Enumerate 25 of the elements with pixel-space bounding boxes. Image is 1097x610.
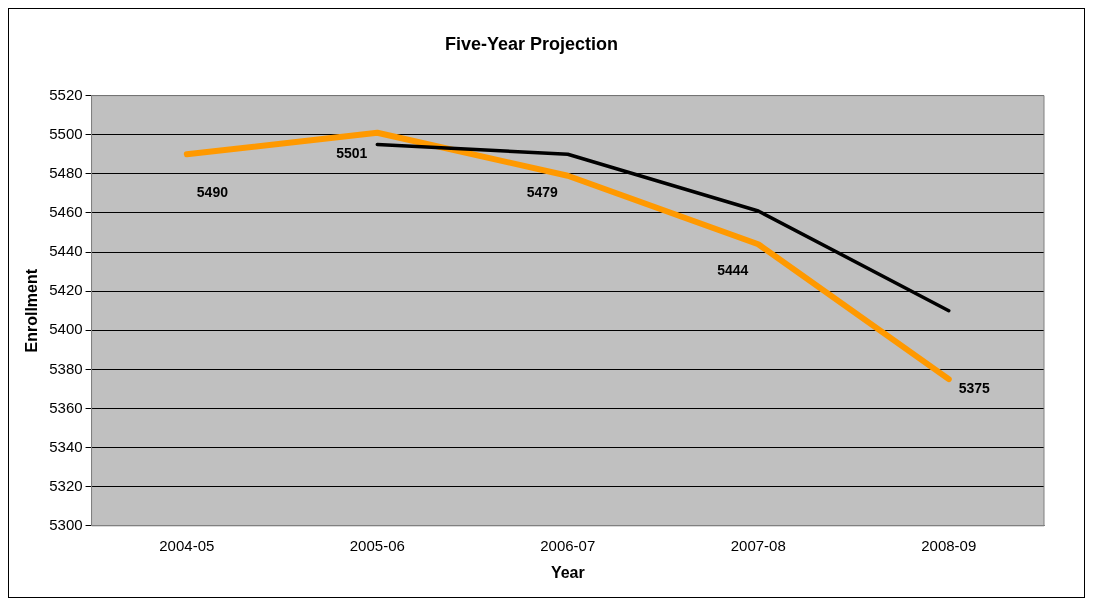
y-tick-label: 5420 xyxy=(49,281,83,299)
y-tick-label: 5360 xyxy=(49,398,83,416)
y-tick-label: 5300 xyxy=(49,515,83,533)
x-tick-label: 2008-09 xyxy=(921,536,977,554)
data-label: 5444 xyxy=(717,262,749,279)
y-tick-label: 5320 xyxy=(49,476,83,494)
y-tick-label: 5400 xyxy=(49,320,83,338)
y-tick-label: 5380 xyxy=(49,359,83,377)
y-axis-title: Enrollment xyxy=(23,268,41,353)
y-tick-label: 5500 xyxy=(49,124,83,142)
y-tick-label: 5480 xyxy=(49,163,83,181)
x-tick-label: 2006-07 xyxy=(540,536,596,554)
x-axis-title: Year xyxy=(550,563,585,581)
chart-title: Five-Year Projection xyxy=(444,33,619,54)
y-tick-label: 5340 xyxy=(49,437,83,455)
data-label: 5490 xyxy=(196,184,229,201)
x-tick-label: 2007-08 xyxy=(730,536,786,554)
y-tick-label: 5460 xyxy=(49,203,83,221)
data-label: 5375 xyxy=(958,379,991,396)
x-tick-label: 2004-05 xyxy=(159,536,215,554)
y-tick-label: 5440 xyxy=(49,242,83,260)
data-label: 5479 xyxy=(526,184,558,201)
y-tick-label: 5520 xyxy=(49,85,83,103)
data-label: 5501 xyxy=(336,145,368,162)
x-tick-label: 2005-06 xyxy=(349,536,405,554)
